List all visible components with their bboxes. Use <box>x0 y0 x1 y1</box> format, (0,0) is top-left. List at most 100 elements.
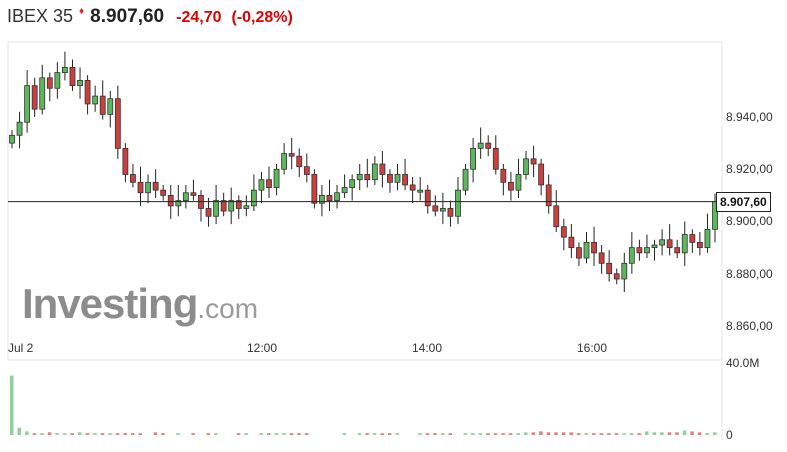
candle-down <box>220 200 227 212</box>
candle-up <box>92 95 99 105</box>
volume-bar <box>660 432 664 435</box>
quote-header: IBEX 35 ♦ 8.907,60 -24,70 (-0,28%) <box>7 6 293 28</box>
candle-down <box>666 239 673 249</box>
candle-down <box>689 234 696 243</box>
volume-bar <box>637 433 641 435</box>
volume-bar <box>599 433 604 435</box>
volume-bar <box>297 433 301 435</box>
volume-bar <box>365 433 369 435</box>
volume-bar <box>448 433 452 435</box>
volume-bar <box>440 433 445 435</box>
candle-up <box>273 168 280 188</box>
volume-bar <box>690 431 694 435</box>
volume-bar <box>667 432 672 435</box>
volume-bar <box>433 433 437 435</box>
volume-bar <box>463 433 468 435</box>
candle-up <box>319 194 325 204</box>
volume-bar <box>546 432 551 435</box>
volume-bar <box>40 433 44 435</box>
candle-down <box>492 147 499 170</box>
candle-up <box>243 205 250 209</box>
volume-bar <box>697 432 702 435</box>
volume-bar <box>78 432 82 435</box>
candle-up <box>681 234 688 254</box>
candle-down <box>296 155 303 168</box>
volume-bar <box>236 433 241 435</box>
candle-up <box>145 181 151 194</box>
candle-down <box>235 200 242 209</box>
candle-up <box>182 192 189 201</box>
down-arrow-icon: ♦ <box>79 6 85 17</box>
candle-up <box>477 142 484 149</box>
volume-bar <box>138 433 143 435</box>
candle-down <box>432 205 439 212</box>
volume-bar <box>629 433 634 435</box>
candle-down <box>424 189 431 207</box>
candle-down <box>598 252 605 264</box>
volume-bar <box>161 433 165 435</box>
candle-up <box>455 189 461 217</box>
volume-bar <box>70 433 74 435</box>
candle-up <box>470 147 477 170</box>
candle-up <box>16 121 23 136</box>
volume-bar <box>342 433 347 435</box>
candle-down <box>69 66 76 87</box>
volume-bar <box>123 433 127 435</box>
volume-bar <box>418 433 422 435</box>
volume-tick-label: 40.0M <box>726 356 760 370</box>
volume-bar <box>614 433 619 435</box>
candle-up <box>62 66 68 73</box>
volume-bar <box>395 433 400 435</box>
last-price: 8.907,60 <box>90 6 165 27</box>
volume-bar <box>32 433 37 435</box>
volume-bar <box>25 431 29 435</box>
volume-bar <box>622 433 626 435</box>
candle-down <box>152 181 159 191</box>
candle-up <box>281 153 288 170</box>
candle-down <box>636 247 643 254</box>
volume-bar <box>380 433 384 435</box>
volume-bar <box>607 433 611 435</box>
volume-bar <box>85 433 90 435</box>
candle-down <box>364 174 371 181</box>
candle-down <box>613 273 620 280</box>
candle-down <box>311 174 318 204</box>
candle-down <box>190 192 197 196</box>
volume-bar <box>652 432 657 435</box>
volume-bar <box>425 433 430 435</box>
candle-up <box>371 163 378 181</box>
candle-down <box>46 77 53 89</box>
candle-down <box>160 189 167 196</box>
volume-bar <box>47 432 52 435</box>
candle-down <box>674 247 681 254</box>
volume-bar <box>214 433 218 435</box>
candle-up <box>439 208 446 212</box>
instrument-name: IBEX 35 <box>7 6 74 26</box>
candle-up <box>621 262 628 280</box>
volume-bar <box>561 432 566 435</box>
candle-down <box>508 181 514 191</box>
volume-bar <box>282 433 286 435</box>
volume-bar <box>516 433 520 435</box>
volume-bar <box>531 432 536 435</box>
candle-up <box>644 247 650 254</box>
volume-bar <box>100 433 105 435</box>
candle-up <box>628 247 635 264</box>
candle-down <box>387 174 393 183</box>
candle-up <box>417 189 424 193</box>
x-tick-label: 14:00 <box>412 341 443 355</box>
candle-down <box>485 142 492 149</box>
candle-up <box>394 174 401 183</box>
price-change: -24,70 <box>176 9 222 26</box>
candle-down <box>568 236 575 249</box>
candle-down <box>266 179 272 188</box>
candle-down <box>167 194 174 207</box>
candle-down <box>84 80 91 105</box>
candle-up <box>107 98 114 115</box>
candle-up <box>9 134 15 144</box>
volume-bar <box>55 433 59 435</box>
last-price-tag: 8.907,60 <box>716 192 771 212</box>
candle-up <box>349 179 356 188</box>
volume-bar <box>259 433 263 435</box>
